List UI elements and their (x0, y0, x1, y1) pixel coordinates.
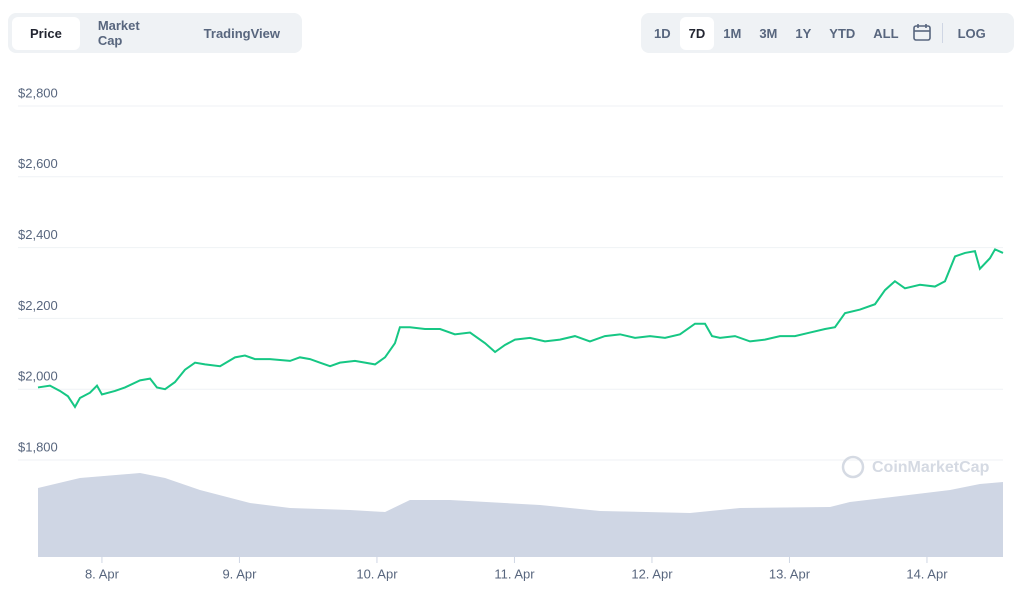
tab[interactable]: Market Cap (97, 18, 140, 48)
calendar-icon[interactable] (908, 23, 936, 43)
y-tick-label: $2,600 (18, 156, 58, 171)
volume-area (38, 473, 1003, 557)
separator (941, 23, 943, 43)
range-buttons: 1D 7D 1M 3M 1Y YTD ALL (645, 16, 908, 50)
range-selector: 1D 7D 1M 3M 1Y YTD ALL LOG (641, 13, 1014, 53)
x-tick-label: 10. Apr (356, 566, 398, 581)
log-button[interactable]: LOG (957, 25, 986, 41)
range-button[interactable]: 1M (723, 25, 742, 41)
y-tick-label: $2,400 (18, 227, 58, 242)
x-tick-label: 13. Apr (769, 566, 811, 581)
y-tick-label: $2,000 (18, 369, 58, 384)
tab[interactable]: Price (12, 16, 80, 50)
watermark-text: CoinMarketCap (872, 459, 990, 476)
tab[interactable]: TradingView (203, 25, 280, 41)
x-tick-label: 11. Apr (494, 566, 535, 581)
y-tick-label: $1,800 (18, 439, 58, 454)
range-button[interactable]: 1Y (795, 25, 812, 41)
x-tick-label: 12. Apr (631, 566, 673, 581)
chart-tabs: Price Market Cap TradingView (8, 13, 302, 53)
x-tick-label: 8. Apr (85, 566, 120, 581)
range-button[interactable]: 1D (654, 25, 671, 41)
x-tick-label: 9. Apr (222, 566, 257, 581)
range-button[interactable]: 3M (759, 25, 778, 41)
range-button[interactable]: ALL (873, 25, 899, 41)
price-line (37, 248, 1004, 409)
watermark: CoinMarketCap (841, 455, 990, 479)
range-button[interactable]: 7D (679, 16, 715, 50)
range-button[interactable]: YTD (829, 25, 856, 41)
y-tick-label: $2,800 (18, 85, 58, 100)
x-tick-label: 14. Apr (906, 566, 948, 581)
y-tick-label: $2,200 (18, 298, 58, 313)
